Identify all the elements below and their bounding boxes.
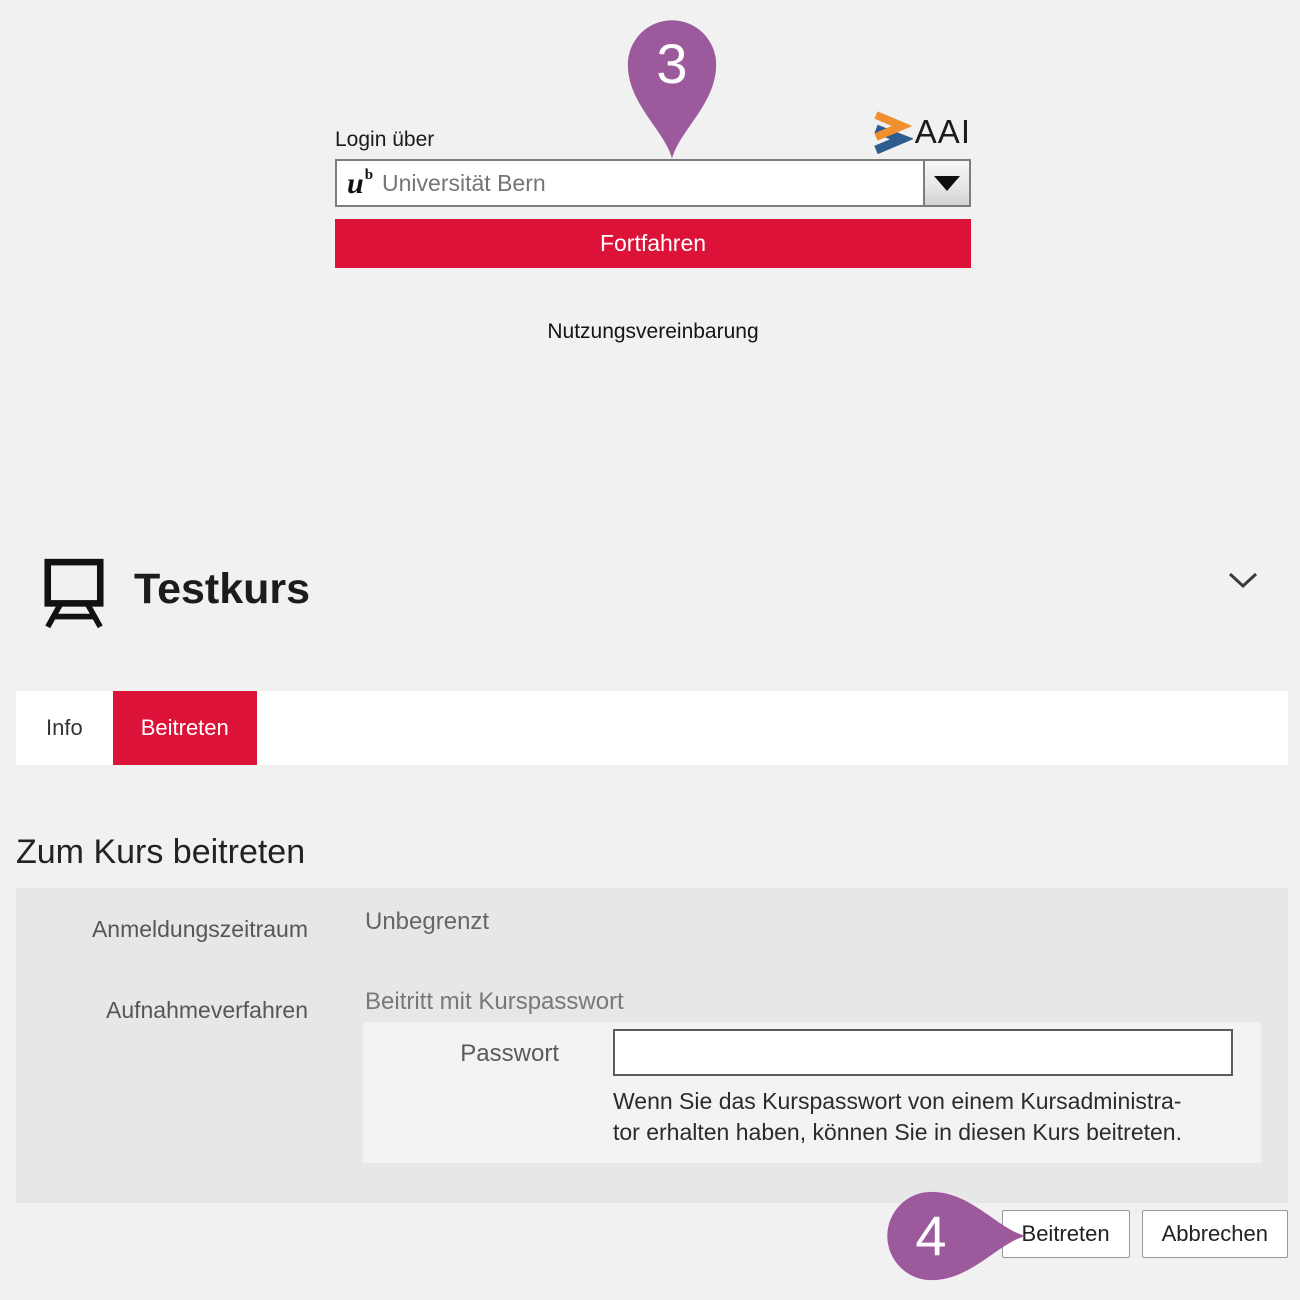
idp-select-dropdown-button[interactable]: [923, 161, 969, 205]
join-button[interactable]: Beitreten: [1001, 1210, 1130, 1258]
marker-4-number: 4: [915, 1204, 947, 1267]
terms-of-use-link[interactable]: Nutzungsvereinbarung: [547, 320, 759, 343]
registration-period-label: Anmeldungszeitraum: [91, 916, 308, 942]
idp-selected-option: Universität Bern: [382, 169, 546, 196]
section-heading: Zum Kurs beitreten: [16, 833, 306, 871]
password-label: Passwort: [460, 1040, 559, 1067]
form-actions: Beitreten Abbrechen: [1001, 1210, 1288, 1258]
dropdown-arrow-icon: [934, 175, 960, 191]
idp-select[interactable]: ub Universität Bern: [335, 159, 971, 207]
course-tabbar: Info Beitreten: [16, 691, 1288, 765]
login-header-row: Login über AAI: [335, 110, 971, 154]
password-help-text: Wenn Sie das Kurspasswort von einem Kurs…: [613, 1088, 1182, 1145]
login-over-label: Login über: [335, 128, 435, 151]
cancel-button[interactable]: Abbrechen: [1141, 1210, 1288, 1258]
chevron-down-icon[interactable]: [1227, 571, 1259, 596]
tab-beitreten[interactable]: Beitreten: [112, 691, 257, 765]
aai-arrows-icon: [874, 111, 913, 154]
registration-period-value: Unbegrenzt: [365, 908, 490, 935]
university-bern-logo: ub: [347, 166, 374, 200]
admission-procedure-value: Beitritt mit Kurspasswort: [365, 988, 624, 1015]
admission-procedure-label: Aufnahmeverfahren: [105, 997, 308, 1023]
marker-3-pin: 3: [625, 17, 719, 159]
course-title: Testkurs: [134, 565, 311, 613]
continue-button[interactable]: Fortfahren: [335, 219, 971, 268]
idp-select-value: ub Universität Bern: [337, 161, 923, 205]
map-pin-icon: [887, 1191, 1026, 1281]
aai-logo-text: AAI: [914, 113, 971, 150]
marker-3-number: 3: [656, 32, 688, 95]
tab-info[interactable]: Info: [46, 715, 83, 740]
map-pin-icon: [627, 20, 717, 159]
password-input[interactable]: [613, 1029, 1233, 1076]
course-easel-icon: [44, 558, 104, 635]
aai-logo: AAI: [871, 110, 971, 154]
marker-4-pin: 4: [884, 1189, 1026, 1283]
